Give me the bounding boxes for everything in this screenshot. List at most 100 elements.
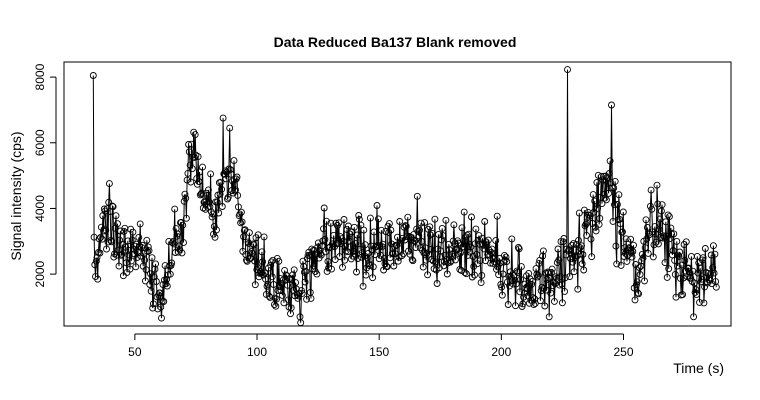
data-point: [373, 202, 381, 209]
data-point: [648, 205, 656, 213]
data-point: [501, 251, 508, 259]
data-point: [396, 218, 404, 225]
data-point: [654, 240, 662, 248]
data-point: [635, 264, 643, 272]
data-point: [226, 166, 234, 174]
data-point: [340, 216, 348, 223]
data-point: [105, 198, 113, 206]
data-point: [287, 304, 295, 312]
data-point: [133, 253, 141, 261]
data-point: [517, 263, 525, 271]
data-point: [298, 289, 306, 297]
data-point: [508, 235, 516, 243]
data-point: [575, 236, 582, 244]
data-point: [653, 181, 661, 189]
data-point: [435, 230, 442, 238]
data-point: [706, 274, 714, 282]
data-point: [125, 251, 133, 259]
data-point: [522, 284, 530, 292]
data-point: [171, 205, 179, 213]
data-point: [125, 246, 132, 254]
data-point: [711, 250, 719, 258]
data-point: [387, 226, 395, 234]
data-point: [501, 256, 509, 264]
data-point: [457, 249, 464, 257]
data-point: [476, 240, 484, 248]
data-point: [370, 228, 378, 236]
data-point: [591, 197, 599, 205]
data-point: [148, 254, 156, 262]
data-point: [132, 263, 140, 271]
data-point: [660, 232, 668, 240]
data-point: [301, 278, 309, 286]
data-point: [183, 176, 191, 184]
y-tick-label: 6000: [33, 129, 47, 156]
data-point: [499, 270, 507, 278]
data-point: [258, 248, 266, 256]
data-point: [630, 241, 637, 249]
data-point: [215, 209, 223, 217]
data-point: [601, 194, 609, 202]
data-point: [477, 279, 485, 287]
data-point: [545, 313, 553, 321]
data-point: [541, 302, 549, 310]
data-point: [152, 260, 160, 268]
data-point: [324, 257, 332, 265]
data-point: [622, 235, 630, 243]
data-point: [218, 203, 226, 210]
data-point: [644, 249, 652, 257]
data-point: [251, 257, 259, 265]
data-point: [461, 269, 469, 277]
data-point: [690, 279, 698, 287]
data-point: [94, 275, 102, 283]
data-point: [91, 261, 99, 269]
data-point: [388, 249, 396, 257]
data-point: [664, 211, 672, 219]
data-point: [581, 222, 589, 230]
data-point: [696, 264, 704, 272]
data-point: [181, 190, 189, 198]
data-point: [539, 252, 547, 260]
data-point: [438, 236, 445, 244]
data-point: [666, 234, 674, 242]
data-point: [693, 290, 701, 298]
data-point: [616, 220, 624, 228]
plot-frame: [63, 61, 732, 327]
data-point: [321, 236, 329, 243]
data-point: [439, 232, 447, 240]
data-point: [609, 217, 617, 225]
data-point: [569, 240, 577, 248]
data-point: [128, 236, 136, 244]
data-point: [552, 273, 560, 281]
data-point: [160, 298, 168, 305]
data-point: [282, 271, 290, 279]
data-point: [108, 202, 116, 210]
data-point: [454, 239, 462, 247]
data-point: [401, 236, 409, 244]
data-point: [708, 280, 716, 288]
data-point: [366, 262, 374, 269]
data-point: [233, 173, 241, 181]
data-point: [135, 233, 143, 241]
data-point: [515, 245, 523, 253]
data-point: [266, 293, 274, 301]
data-point: [637, 262, 645, 270]
data-point: [561, 287, 569, 295]
data-point: [117, 251, 125, 259]
data-point: [589, 191, 597, 199]
data-point: [322, 248, 330, 256]
data-point: [620, 253, 628, 260]
data-point: [330, 231, 338, 239]
data-point: [168, 259, 176, 267]
data-point: [257, 269, 265, 277]
y-tick-label: 8000: [33, 63, 47, 90]
data-point: [488, 245, 496, 253]
data-point: [398, 252, 406, 260]
data-point: [367, 242, 375, 250]
data-point: [405, 247, 412, 255]
data-point: [498, 283, 506, 291]
data-point: [615, 191, 623, 199]
data-point: [558, 299, 566, 307]
data-point: [658, 201, 666, 209]
data-point: [578, 260, 586, 268]
